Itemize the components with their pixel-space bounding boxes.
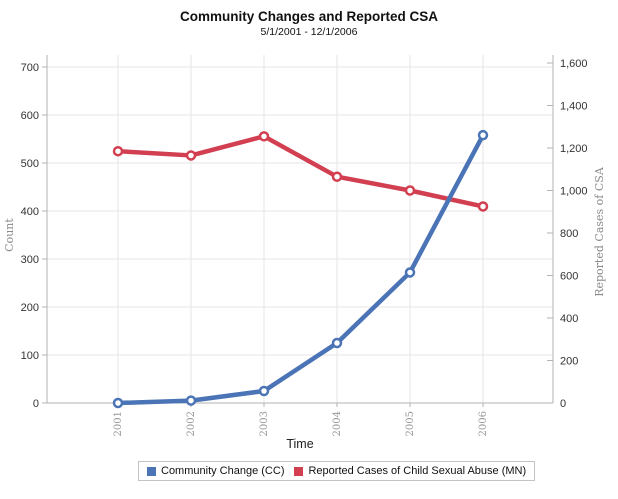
chart-subtitle: 5/1/2001 - 12/1/2006 bbox=[260, 26, 358, 38]
chart-title: Community Changes and Reported CSA bbox=[179, 9, 439, 24]
series-line bbox=[115, 134, 486, 209]
legend-label: Reported Cases of Child Sexual Abuse (MN… bbox=[308, 465, 527, 477]
y-left-tick-label: 100 bbox=[21, 350, 39, 362]
data-point-marker bbox=[258, 131, 270, 142]
legend-swatch-red-icon bbox=[294, 466, 304, 476]
y-axis-right-title: Reported Cases of CSA bbox=[593, 166, 606, 297]
y-right-tick-label: 1,200 bbox=[560, 143, 588, 155]
data-point-marker bbox=[477, 129, 489, 141]
y-left-tick-label: 400 bbox=[21, 206, 39, 218]
legend-item-community-change[interactable]: Community Change (CC) bbox=[147, 465, 284, 477]
x-tick-label: 2003 bbox=[259, 411, 270, 436]
y-axis-left-title: Count bbox=[3, 218, 16, 252]
y-left-tick-label: 500 bbox=[21, 158, 39, 170]
y-right-tick-label: 200 bbox=[560, 356, 578, 368]
data-point-marker bbox=[404, 185, 416, 196]
x-axis-title: Time bbox=[286, 437, 313, 451]
y-right-tick-label: 400 bbox=[560, 313, 578, 325]
y-left-tick-label: 300 bbox=[21, 254, 39, 266]
x-tick-label: 2005 bbox=[405, 411, 416, 436]
legend-swatch-blue-icon bbox=[147, 466, 156, 476]
y-right-tick-label: 1,400 bbox=[560, 101, 588, 113]
y-right-tick-label: 600 bbox=[560, 271, 578, 283]
y-right-tick-label: 0 bbox=[560, 398, 566, 410]
y-left-tick-label: 600 bbox=[21, 110, 39, 122]
y-left-tick-label: 700 bbox=[21, 62, 39, 74]
data-point-marker bbox=[185, 395, 197, 406]
y-left-tick-label: 200 bbox=[21, 302, 39, 314]
data-point-marker bbox=[404, 267, 416, 278]
data-point-marker bbox=[477, 201, 489, 212]
series-line bbox=[115, 132, 486, 406]
data-point-marker bbox=[112, 397, 124, 409]
x-tick-label: 2002 bbox=[186, 411, 197, 436]
legend-item-reported-csa[interactable]: Reported Cases of Child Sexual Abuse (MN… bbox=[294, 465, 526, 477]
y-right-tick-label: 1,600 bbox=[560, 58, 588, 70]
data-point-marker bbox=[258, 385, 270, 397]
data-point-marker bbox=[185, 150, 197, 161]
chart-plot-area: 0 100 200 300 400 500 600 700 0 200 400 600 800 1,000… bbox=[3, 55, 606, 451]
y-right-tick-label: 1,000 bbox=[560, 186, 588, 198]
y-right-tick-label: 800 bbox=[560, 228, 578, 240]
x-tick-label: 2004 bbox=[332, 411, 343, 436]
data-point-marker bbox=[112, 145, 124, 157]
y-left-tick-label: 0 bbox=[33, 398, 39, 410]
generated-chart-layers: 0 100 200 300 400 500 600 700 0 200 400 600 800 1,000… bbox=[21, 55, 588, 436]
x-tick-label: 2001 bbox=[113, 411, 124, 436]
legend-label: Community Change (CC) bbox=[161, 465, 285, 477]
data-point-marker bbox=[331, 337, 343, 349]
chart-legend: Community Change (CC) Reported Cases of … bbox=[138, 461, 536, 481]
data-point-marker bbox=[331, 171, 343, 182]
x-tick-label: 2006 bbox=[478, 411, 489, 436]
